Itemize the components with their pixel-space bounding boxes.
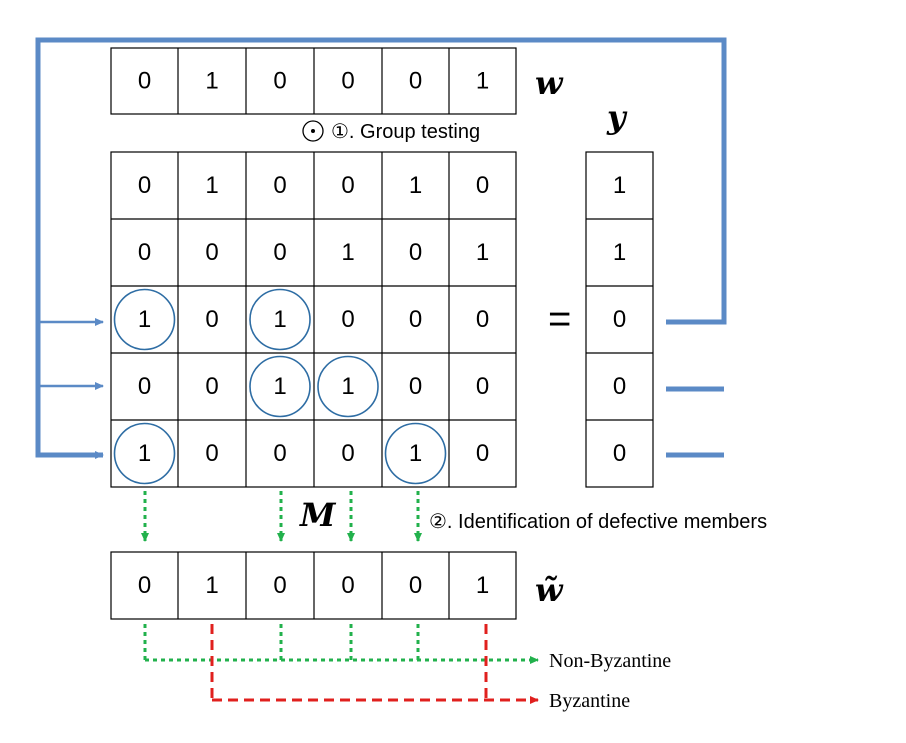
matrix-cell: 1 xyxy=(273,306,286,333)
y-cell: 0 xyxy=(613,306,626,333)
defective-circle xyxy=(113,422,176,485)
matrix-cell: 0 xyxy=(205,373,218,400)
y-label: y xyxy=(606,98,628,136)
defective-circle xyxy=(249,355,311,418)
w-cell: 1 xyxy=(205,68,218,95)
matrix-cell: 0 xyxy=(205,440,218,467)
w-tilde-cell: 0 xyxy=(409,572,422,599)
matrix-cell: 0 xyxy=(138,373,151,400)
matrix-m: 0 1 0 0 1 0 0 0 0 1 0 1 1 0 1 0 0 0 0 0 1 1 0 0 1 0 0 0 1 0 xyxy=(110,151,517,488)
matrix-cell: 0 xyxy=(273,239,286,266)
matrix-cell: 0 xyxy=(476,440,489,467)
defective-circle xyxy=(249,288,311,351)
feedback-loop xyxy=(35,37,727,459)
step-identification: ②. Identification of defective members xyxy=(429,511,767,533)
y-cell: 1 xyxy=(613,172,626,199)
matrix-cell: 1 xyxy=(138,306,151,333)
m-label: M xyxy=(299,496,337,534)
w-cell: 1 xyxy=(476,68,489,95)
w-cell: 0 xyxy=(409,68,422,95)
byzantine-branch xyxy=(210,624,539,704)
equals-sign: = xyxy=(548,297,571,341)
y-cell: 0 xyxy=(613,373,626,400)
matrix-cell: 1 xyxy=(273,373,286,400)
matrix-cell: 0 xyxy=(409,306,422,333)
matrix-cell: 1 xyxy=(409,172,422,199)
matrix-cell: 0 xyxy=(476,306,489,333)
w-vector: 0 1 0 0 0 1 xyxy=(110,47,517,115)
non-byzantine-branch xyxy=(143,624,539,664)
defective-circle xyxy=(317,355,379,418)
w-tilde-label: w̃ xyxy=(535,571,564,609)
w-tilde-cell: 1 xyxy=(205,572,218,599)
matrix-cell: 0 xyxy=(205,239,218,266)
step-group-testing: ①. Group testing xyxy=(331,121,480,143)
matrix-cell: 0 xyxy=(476,373,489,400)
matrix-cell: 0 xyxy=(138,172,151,199)
w-label: w xyxy=(535,64,564,102)
matrix-cell: 0 xyxy=(341,306,354,333)
matrix-cell: 1 xyxy=(205,172,218,199)
matrix-cell: 1 xyxy=(341,373,354,400)
w-cell: 0 xyxy=(341,68,354,95)
matrix-cell: 1 xyxy=(476,239,489,266)
matrix-cell: 0 xyxy=(273,440,286,467)
matrix-cell: 0 xyxy=(341,172,354,199)
non-byzantine-label: Non-Byzantine xyxy=(549,650,671,672)
w-tilde-cell: 0 xyxy=(273,572,286,599)
w-tilde-cell: 0 xyxy=(138,572,151,599)
odot-operator xyxy=(302,120,324,142)
matrix-cell: 0 xyxy=(138,239,151,266)
matrix-cell: 0 xyxy=(476,172,489,199)
matrix-cell: 0 xyxy=(341,440,354,467)
y-cell: 1 xyxy=(613,239,626,266)
y-cell: 0 xyxy=(613,440,626,467)
matrix-cell: 0 xyxy=(409,373,422,400)
w-tilde-cell: 1 xyxy=(476,572,489,599)
y-vector: 1 1 0 0 0 xyxy=(585,151,654,488)
byzantine-label: Byzantine xyxy=(549,690,630,712)
defective-circle xyxy=(384,422,447,485)
w-tilde-cell: 0 xyxy=(341,572,354,599)
defective-circle xyxy=(113,288,176,351)
matrix-cell: 0 xyxy=(409,239,422,266)
matrix-cell: 0 xyxy=(205,306,218,333)
matrix-cell: 1 xyxy=(138,440,151,467)
matrix-cell: 1 xyxy=(409,440,422,467)
matrix-cell: 1 xyxy=(341,239,354,266)
selection-arrows xyxy=(141,491,422,542)
w-tilde-vector: 0 1 0 0 0 1 xyxy=(110,551,517,620)
w-cell: 0 xyxy=(273,68,286,95)
matrix-cell: 0 xyxy=(273,172,286,199)
w-cell: 0 xyxy=(138,68,151,95)
